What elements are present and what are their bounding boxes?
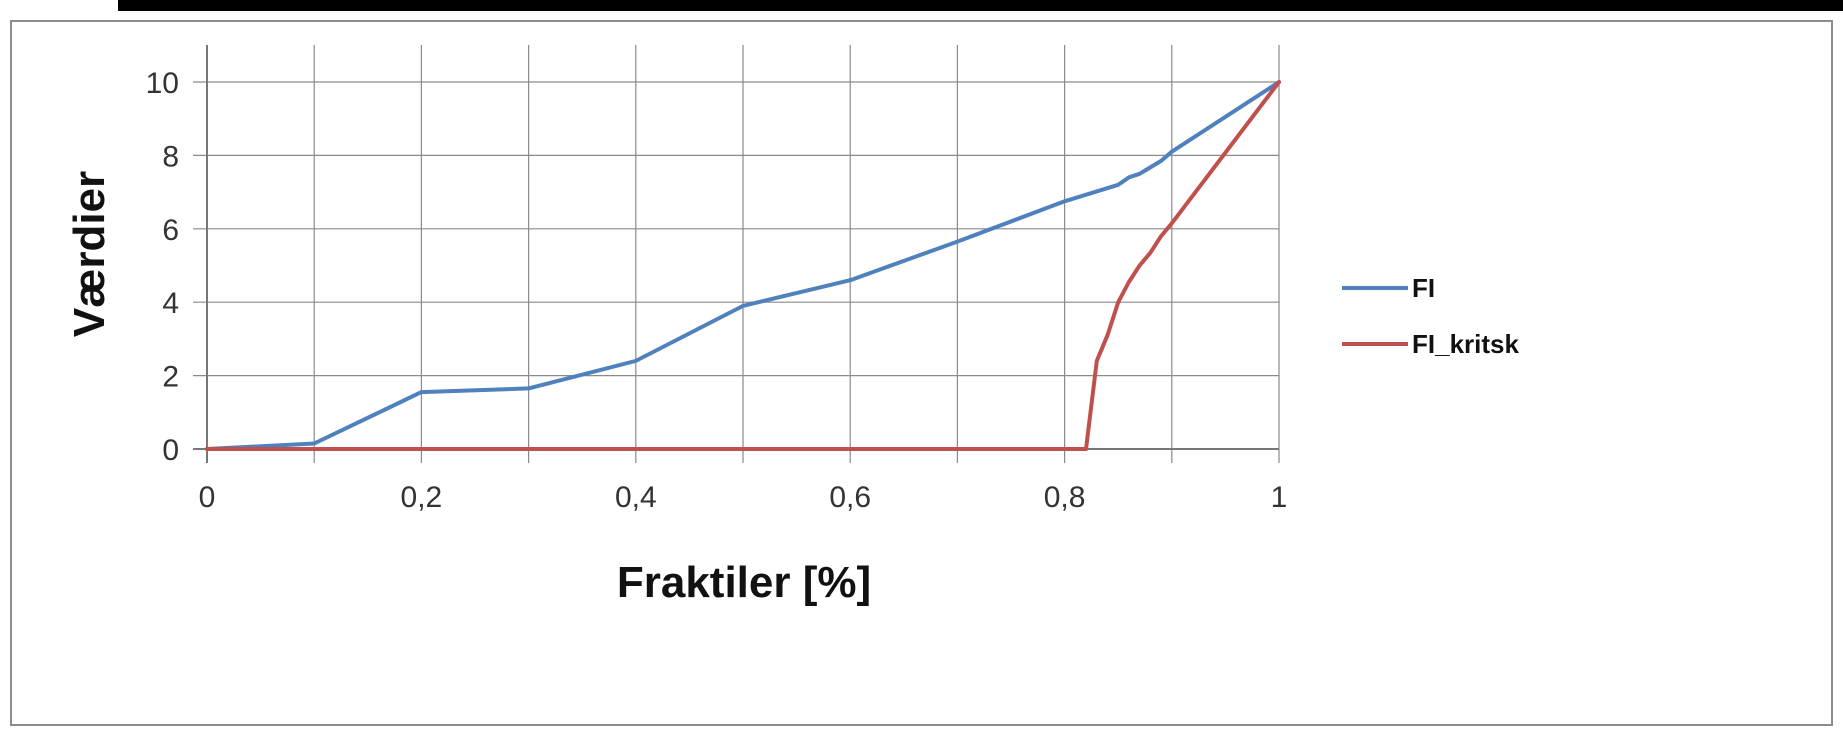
x-tick-labels: 0 0,2 0,4 0,6 0,8 1 bbox=[199, 481, 1288, 514]
y-tick-label: 6 bbox=[162, 214, 179, 247]
y-tick-label: 8 bbox=[162, 140, 179, 173]
legend-label-fi-kritsk: FI_kritsk bbox=[1412, 329, 1519, 359]
series-lines bbox=[205, 80, 1281, 451]
x-tick-label: 0,6 bbox=[829, 481, 871, 514]
y-tick-label: 4 bbox=[162, 287, 179, 320]
y-tick-label: 10 bbox=[146, 67, 179, 100]
series-line-fi bbox=[205, 80, 1281, 451]
y-tick-labels: 0 2 4 6 8 10 bbox=[146, 67, 179, 467]
axes bbox=[193, 45, 1279, 463]
x-axis-title: Fraktiler [%] bbox=[617, 558, 871, 607]
chart-frame: 0 0,2 0,4 0,6 0,8 1 0 2 4 6 8 10 FI FI_kritsk Frakt… bbox=[10, 20, 1833, 726]
top-border-bar bbox=[118, 0, 1843, 11]
legend-label-fi: FI bbox=[1412, 273, 1435, 303]
grid bbox=[193, 45, 1280, 463]
x-tick-label: 0,4 bbox=[615, 481, 657, 514]
y-tick-label: 0 bbox=[162, 434, 179, 467]
series-line-fi-kritsk bbox=[205, 80, 1281, 451]
x-tick-label: 0,2 bbox=[401, 481, 443, 514]
y-tick-label: 2 bbox=[162, 361, 179, 394]
y-axis-title: Værdier bbox=[65, 171, 114, 337]
legend: FI FI_kritsk bbox=[1342, 273, 1519, 359]
x-tick-label: 0 bbox=[199, 481, 216, 514]
x-tick-label: 0,8 bbox=[1044, 481, 1086, 514]
line-chart: 0 0,2 0,4 0,6 0,8 1 0 2 4 6 8 10 FI FI_kritsk Frakt… bbox=[65, 45, 1519, 607]
x-tick-label: 1 bbox=[1271, 481, 1288, 514]
